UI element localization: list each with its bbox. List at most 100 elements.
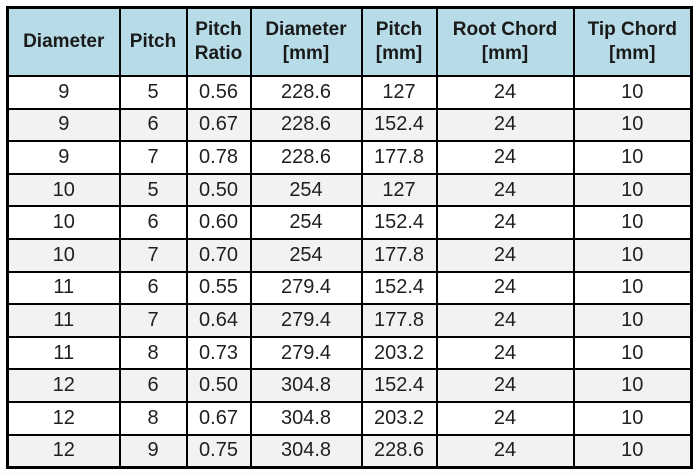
table-cell: 228.6 [249, 107, 363, 143]
table-cell: 0.56 [185, 75, 252, 110]
table-row: 9 5 0.56 228.6 127 24 10 [6, 75, 693, 110]
table-row: 11 7 0.64 279.4 177.8 24 10 [6, 303, 693, 338]
table-cell: 10 [572, 335, 693, 371]
table-cell: 9 [6, 140, 121, 175]
table-cell: 0.73 [185, 335, 252, 371]
table-cell: 279.4 [249, 335, 363, 371]
col-header-line: Tip Chord [587, 19, 677, 41]
table-cell: 12 [6, 400, 121, 436]
table-row: 9 7 0.78 228.6 177.8 24 10 [6, 140, 693, 175]
table-cell: 152.4 [360, 107, 438, 143]
table-cell: 24 [435, 433, 575, 469]
table-cell: 24 [435, 303, 575, 338]
table-cell: 10 [572, 140, 693, 175]
table-cell: 9 [6, 75, 121, 110]
propeller-spec-table: Diameter Pitch Pitch Ratio Diameter [mm] [6, 6, 693, 470]
col-header-line: [mm] [282, 43, 330, 64]
table-cell: 203.2 [360, 335, 438, 371]
table-cell: 24 [435, 270, 575, 306]
table-cell: 12 [6, 433, 121, 469]
col-header-root-chord-mm: Root Chord [mm] [435, 6, 575, 77]
table-cell: 0.67 [185, 107, 252, 143]
table-cell: 10 [6, 237, 121, 273]
table-row: 10 6 0.60 254 152.4 24 10 [6, 205, 693, 240]
table-cell: 152.4 [360, 205, 438, 240]
table-cell: 0.55 [185, 270, 252, 306]
table-cell: 24 [435, 107, 575, 143]
table-cell: 0.78 [185, 140, 252, 175]
table-cell: 228.6 [249, 75, 363, 110]
table-cell: 10 [572, 368, 693, 403]
table-cell: 0.50 [185, 172, 252, 208]
table-cell: 10 [572, 172, 693, 208]
col-header-diameter-mm: Diameter [mm] [249, 6, 363, 77]
table-row: 10 5 0.50 254 127 24 10 [6, 172, 693, 208]
table-cell: 127 [360, 172, 438, 208]
table-cell: 0.50 [185, 368, 252, 403]
table-row: 12 9 0.75 304.8 228.6 24 10 [6, 433, 693, 469]
table-cell: 10 [6, 172, 121, 208]
table-cell: 24 [435, 172, 575, 208]
table-row: 10 7 0.70 254 177.8 24 10 [6, 237, 693, 273]
table-cell: 10 [572, 303, 693, 338]
col-header-line: Pitch [375, 19, 423, 41]
table-cell: 6 [118, 368, 188, 403]
table-cell: 152.4 [360, 270, 438, 306]
table-row: 12 6 0.50 304.8 152.4 24 10 [6, 368, 693, 403]
table-cell: 7 [118, 140, 188, 175]
col-header-line: Ratio [194, 43, 243, 64]
table-cell: 6 [118, 107, 188, 143]
col-header-pitch-mm: Pitch [mm] [360, 6, 438, 77]
col-header-line: Diameter [265, 19, 347, 41]
table-cell: 24 [435, 75, 575, 110]
table-cell: 304.8 [249, 433, 363, 469]
table-cell: 254 [249, 172, 363, 208]
table-cell: 10 [572, 107, 693, 143]
col-header-line: Pitch [195, 19, 242, 41]
table-cell: 11 [6, 270, 121, 306]
table-row: 12 8 0.67 304.8 203.2 24 10 [6, 400, 693, 436]
table-cell: 0.70 [185, 237, 252, 273]
table-cell: 152.4 [360, 368, 438, 403]
table-cell: 11 [6, 303, 121, 338]
table-cell: 7 [118, 237, 188, 273]
table-cell: 304.8 [249, 368, 363, 403]
table-cell: 254 [249, 205, 363, 240]
table-cell: 10 [572, 400, 693, 436]
table-cell: 0.75 [185, 433, 252, 469]
table-cell: 177.8 [360, 237, 438, 273]
col-header-line: [mm] [609, 43, 656, 64]
table-cell: 177.8 [360, 140, 438, 175]
table-row: 11 8 0.73 279.4 203.2 24 10 [6, 335, 693, 371]
table-cell: 10 [572, 75, 693, 110]
col-header-diameter: Diameter [6, 6, 121, 77]
table-cell: 279.4 [249, 270, 363, 306]
table-cell: 10 [6, 205, 121, 240]
table-cell: 24 [435, 368, 575, 403]
table-cell: 6 [118, 270, 188, 306]
propeller-spec-table-wrap: Diameter Pitch Pitch Ratio Diameter [mm] [6, 6, 693, 470]
table-cell: 0.67 [185, 400, 252, 436]
table-cell: 203.2 [360, 400, 438, 436]
table-cell: 12 [6, 368, 121, 403]
table-cell: 279.4 [249, 303, 363, 338]
table-cell: 127 [360, 75, 438, 110]
col-header-line: [mm] [481, 43, 529, 64]
col-header-pitch-ratio: Pitch Ratio [185, 6, 252, 77]
table-cell: 9 [118, 433, 188, 469]
table-cell: 0.60 [185, 205, 252, 240]
table-cell: 228.6 [360, 433, 438, 469]
table-cell: 10 [572, 270, 693, 306]
table-cell: 10 [572, 433, 693, 469]
col-header-line: Pitch [129, 31, 177, 53]
table-cell: 0.64 [185, 303, 252, 338]
table-cell: 254 [249, 237, 363, 273]
table-header-row: Diameter Pitch Pitch Ratio Diameter [mm] [6, 6, 693, 77]
col-header-line: Root Chord [452, 19, 558, 41]
table-cell: 8 [118, 400, 188, 436]
table-cell: 5 [118, 75, 188, 110]
table-cell: 177.8 [360, 303, 438, 338]
table-cell: 10 [572, 237, 693, 273]
table-cell: 10 [572, 205, 693, 240]
